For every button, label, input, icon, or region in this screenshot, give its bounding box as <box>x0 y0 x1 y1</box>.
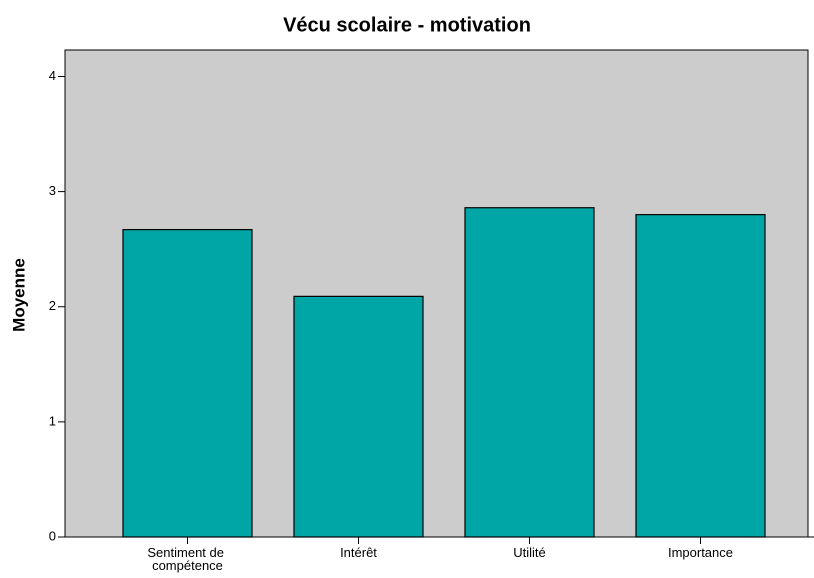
bar <box>122 229 253 538</box>
y-axis-label: Moyenne <box>9 258 28 332</box>
bar <box>293 295 424 538</box>
x-tick-label: Importance <box>668 545 733 560</box>
chart-title: Vécu scolaire - motivation <box>283 14 531 36</box>
y-tick-label: 1 <box>49 413 56 428</box>
x-tick-label: Utilité <box>513 545 546 560</box>
y-tick-label: 4 <box>49 68 56 83</box>
y-tick-label: 3 <box>49 183 56 198</box>
bar <box>635 214 766 538</box>
y-tick-label: 0 <box>49 528 56 543</box>
bar <box>464 207 595 538</box>
y-tick-label: 2 <box>49 298 56 313</box>
x-tick-label: Sentiment de compétence <box>147 545 227 573</box>
x-tick-label: Intérêt <box>340 545 377 560</box>
